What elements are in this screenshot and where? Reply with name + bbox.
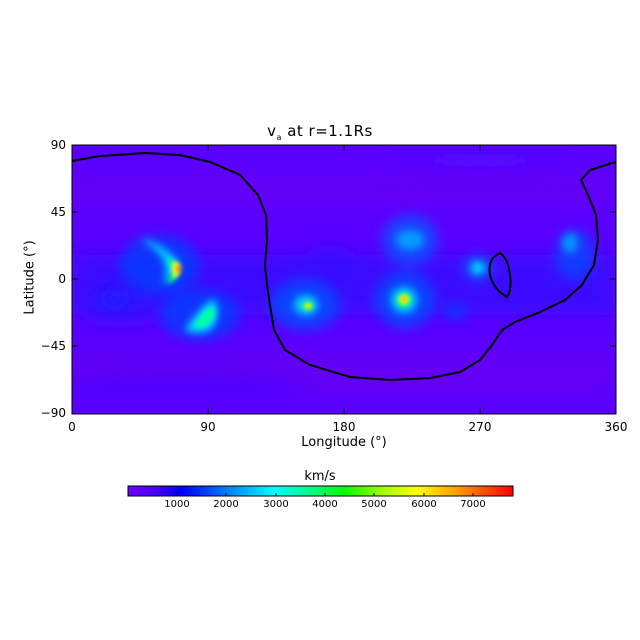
- colorbar: [127, 485, 514, 497]
- neutral-line-loop: [488, 251, 512, 299]
- neutral-line-main: [72, 151, 616, 382]
- colorbar-tick-label: 2000: [213, 499, 239, 510]
- x-tick-label: 0: [68, 420, 76, 434]
- y-axis-label: Latitude (°): [22, 240, 38, 315]
- colorbar-tick-label: 7000: [460, 499, 486, 510]
- colorbar-tick-label: 6000: [411, 499, 437, 510]
- axis-ticks: [72, 145, 616, 414]
- colorbar-tick-label: 3000: [263, 499, 289, 510]
- colorbar-ticks: [176, 493, 474, 496]
- colorbar-label: km/s: [304, 469, 336, 484]
- x-tick-label: 270: [468, 420, 492, 434]
- colorbar-tick-label: 1000: [164, 499, 190, 510]
- x-tick-label: 90: [200, 420, 216, 434]
- colorbar-tick-label: 5000: [361, 499, 387, 510]
- y-tick-label: 0: [58, 272, 66, 286]
- y-tick-label: −45: [40, 339, 66, 353]
- x-tick-label: 360: [604, 420, 628, 434]
- y-tick-label: 45: [50, 205, 66, 219]
- x-tick-label: 180: [332, 420, 356, 434]
- heatmap-field: [72, 145, 616, 414]
- x-axis-label: Longitude (°): [301, 435, 387, 450]
- chart-title: va at r=1.1Rs: [267, 122, 373, 142]
- colorbar-tick-label: 4000: [312, 499, 338, 510]
- y-tick-label: −90: [40, 406, 66, 420]
- y-tick-label: 90: [50, 138, 66, 152]
